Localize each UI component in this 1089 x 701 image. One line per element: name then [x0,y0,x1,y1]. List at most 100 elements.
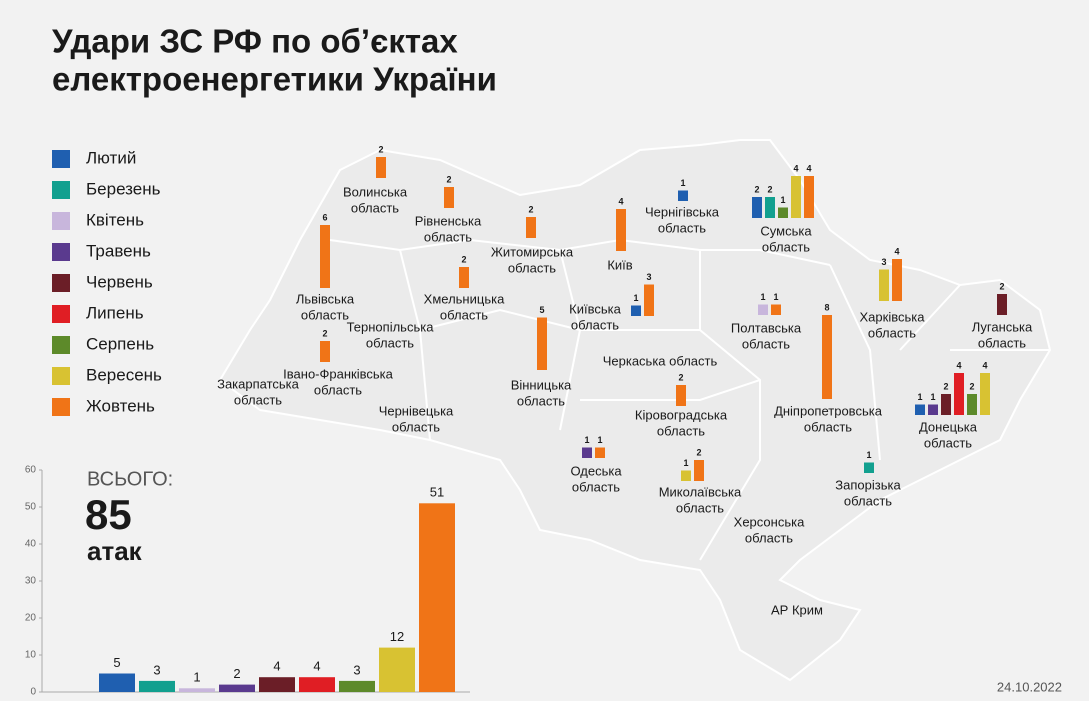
region-value-label: 1 [584,435,589,445]
legend-swatch [52,336,70,354]
value-label: 4 [273,659,280,674]
region-value-label: 1 [773,292,778,302]
y-tick-label: 40 [25,539,37,550]
region-bar [778,207,788,218]
region-label: Харківська [860,309,926,324]
region-bar [879,269,889,301]
y-tick-label: 30 [25,576,37,587]
region-value-label: 1 [680,178,685,188]
region-value-label: 1 [597,435,602,445]
region-value-label: 2 [528,204,533,214]
bar [139,680,175,692]
value-label: 12 [390,629,404,644]
region-bar [928,404,938,415]
region-bar [892,259,902,301]
region-label: Вінницька [511,377,572,392]
region-label: Чернівецька [379,403,454,418]
total-value: 85 [85,491,132,538]
region-value-label: 4 [956,360,961,370]
bar [99,673,135,692]
legend-swatch [52,212,70,230]
region-value-label: 8 [824,302,829,312]
region-bar [997,294,1007,315]
region-bar [864,462,874,473]
date: 24.10.2022 [997,679,1062,694]
map-outline [218,139,1052,682]
region-value-label: 4 [982,360,987,370]
y-tick-label: 20 [25,613,37,624]
region-bar [676,385,686,406]
total-unit: атак [87,536,143,566]
region-label: область [508,260,556,275]
region-value-label: 2 [678,372,683,382]
region-label: область [868,325,916,340]
legend-swatch [52,274,70,292]
legend-swatch [52,181,70,199]
region-bar [954,373,964,415]
bar [379,647,415,692]
legend-label: Жовтень [86,396,155,415]
region-bar [582,447,592,458]
region-value-label: 1 [930,392,935,402]
region-bar [758,304,768,315]
region-label: Херсонська [734,514,805,529]
region-value-label: 3 [881,257,886,267]
legend-label: Лютий [86,148,136,167]
region-bar [681,470,691,481]
region-label: область [924,435,972,450]
region-bar [822,315,832,399]
region-bar [771,304,781,315]
region-bar [444,187,454,208]
value-label: 3 [353,662,360,677]
region-label: область [745,530,793,545]
region-label: Донецька [919,419,978,434]
region-label: Сумська [760,223,812,238]
legend-swatch [52,367,70,385]
region-value-label: 2 [754,184,759,194]
region-label: Житомирська [491,244,574,259]
legend-label: Серпень [86,334,154,353]
y-tick-label: 10 [25,650,37,661]
region-label: область [424,229,472,244]
region-value-label: 4 [793,163,798,173]
legend-swatch [52,243,70,261]
region-value-label: 3 [646,272,651,282]
region-bar [526,217,536,238]
value-label: 51 [430,485,444,500]
region-label: область [658,220,706,235]
legend-swatch [52,150,70,168]
region-label: Хмельницька [424,291,505,306]
legend-swatch [52,305,70,323]
region-bar [595,447,605,458]
bar [339,680,375,692]
region-bar [459,267,469,288]
region-value-label: 4 [806,163,811,173]
region-bar [752,197,762,218]
region-bar [967,394,977,415]
value-label: 5 [113,655,120,670]
region-label: область [301,307,349,322]
region-label: Одеська [570,463,622,478]
region-label: область [742,336,790,351]
region-bar [320,341,330,362]
legend-label: Березень [86,179,161,198]
region-value-label: 2 [378,144,383,154]
region-bar [376,157,386,178]
region-label: область [762,239,810,254]
region-bar [694,460,704,481]
region-value-label: 1 [866,450,871,460]
region-label: Київська [569,301,621,316]
region-label: Київ [607,257,632,272]
y-tick-label: 60 [25,465,37,476]
region-value-label: 4 [618,196,623,206]
bar [259,677,295,692]
region-label: область [351,200,399,215]
region-label: область [572,479,620,494]
region-value-label: 1 [780,195,785,205]
region-label: область [676,500,724,515]
region-label: Луганська [972,319,1033,334]
region-value-label: 2 [461,254,466,264]
region-bar [644,284,654,316]
region-label: область [571,317,619,332]
